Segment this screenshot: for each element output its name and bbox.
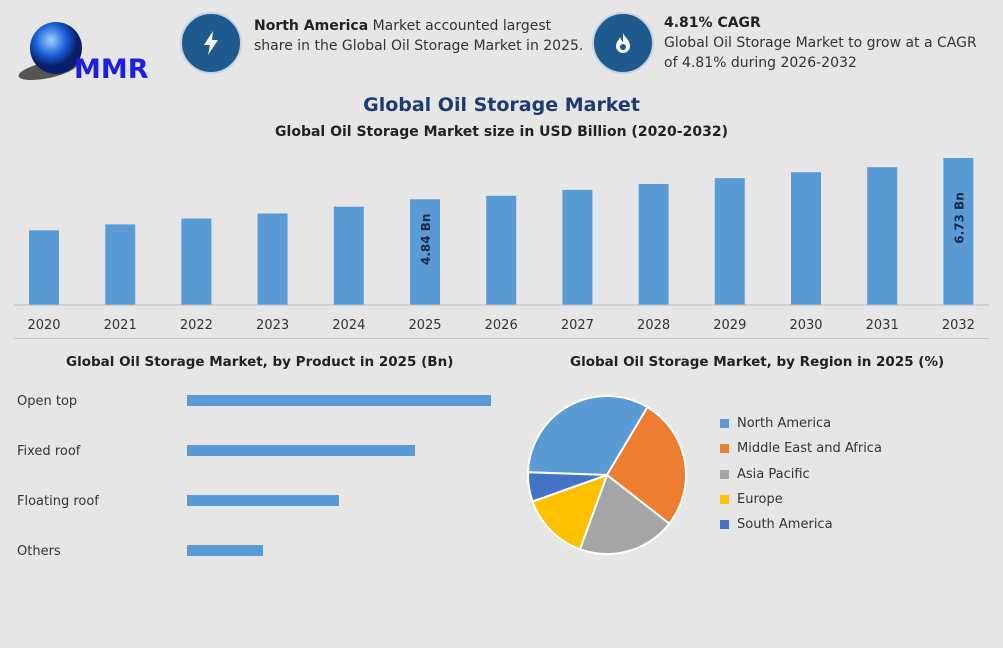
- divider: [14, 338, 989, 339]
- bar-2023: [257, 213, 288, 305]
- y-tick-label: Others: [17, 544, 61, 559]
- bar-2030: [791, 172, 821, 305]
- x-tick-label: 2021: [104, 318, 137, 333]
- y-tick-label: Floating roof: [17, 494, 99, 509]
- bar-others: [187, 545, 263, 556]
- bar-2021: [105, 224, 136, 305]
- x-tick-label: 2032: [942, 318, 975, 333]
- lightning-icon: [180, 12, 242, 74]
- legend-item: Asia Pacific: [720, 467, 810, 482]
- pie-slice-asia-pacific: [578, 473, 671, 555]
- mmr-logo: MMR: [16, 18, 151, 88]
- x-tick-label: 2024: [332, 318, 365, 333]
- data-label: 4.84 Bn: [419, 214, 433, 265]
- bar-2025: [410, 199, 440, 305]
- x-tick-label: 2029: [713, 318, 746, 333]
- page-title: Global Oil Storage Market: [363, 94, 640, 116]
- bar-floating-roof: [187, 495, 339, 506]
- x-tick-label: 2031: [866, 318, 899, 333]
- x-tick-label: 2030: [789, 318, 822, 333]
- legend-label: North America: [737, 416, 832, 431]
- legend-swatch: [720, 419, 729, 428]
- x-tick-label: 2025: [408, 318, 441, 333]
- product-bar-chart: Open top Fixed roof Floating roof Others: [17, 394, 491, 559]
- highlight-north-america: North America Market accounted largest s…: [254, 18, 584, 54]
- legend-label: Asia Pacific: [737, 466, 810, 482]
- flame-icon: [592, 12, 654, 74]
- x-tick-label: 2020: [27, 318, 60, 333]
- bar-2028: [638, 183, 669, 305]
- highlight-cagr: 4.81% CAGR Global Oil Storage Market to g…: [664, 15, 977, 71]
- legend-swatch: [720, 520, 729, 530]
- data-label: 6.73 Bn: [952, 192, 966, 243]
- pie-slice-south-america: [527, 471, 608, 503]
- bar-2024: [333, 206, 364, 305]
- bar-2022: [181, 218, 212, 305]
- legend-swatch: [720, 469, 729, 479]
- legend-label: South America: [737, 517, 833, 533]
- legend-label: Europe: [737, 491, 783, 507]
- bar-2032: [943, 158, 974, 305]
- legend-swatch: [720, 444, 729, 454]
- bar-2029: [714, 178, 745, 305]
- legend-item: Middle East and Africa: [720, 441, 882, 456]
- market-size-bar-chart: 2020 2021 2022 2023 2024 2025 4.84 Bn 2026 2027 2…: [14, 158, 989, 333]
- pie-slice-middle-east-and-africa: [605, 405, 687, 526]
- pie-slice-north-america: [527, 395, 649, 477]
- bar-2027: [562, 189, 593, 305]
- bar-2031: [867, 167, 898, 305]
- bar-open-top: [187, 395, 491, 406]
- x-tick-label: 2027: [561, 318, 594, 333]
- bar-chart-title: Global Oil Storage Market size in USD Bi…: [275, 124, 728, 140]
- x-tick-label: 2026: [485, 318, 518, 333]
- legend-swatch: [720, 494, 729, 504]
- bar-2020: [29, 230, 59, 305]
- pie-slice-europe: [531, 473, 609, 551]
- region-chart-title: Global Oil Storage Market, by Region in …: [570, 354, 945, 370]
- legend-item: North America: [720, 416, 831, 431]
- y-tick-label: Fixed roof: [17, 444, 81, 459]
- legend-item: Europe: [720, 492, 783, 507]
- x-tick-label: 2023: [256, 318, 289, 333]
- bar-2026: [486, 195, 517, 305]
- legend-item: South America: [720, 517, 833, 532]
- product-chart-title: Global Oil Storage Market, by Product in…: [66, 354, 454, 370]
- x-tick-label: 2022: [180, 318, 213, 333]
- logo-text: MMR: [74, 54, 149, 85]
- legend-label: Middle East and Africa: [737, 441, 882, 457]
- y-tick-label: Open top: [17, 394, 77, 409]
- x-tick-label: 2028: [637, 318, 670, 333]
- bar-fixed-roof: [187, 445, 415, 456]
- region-pie-chart: [527, 395, 687, 555]
